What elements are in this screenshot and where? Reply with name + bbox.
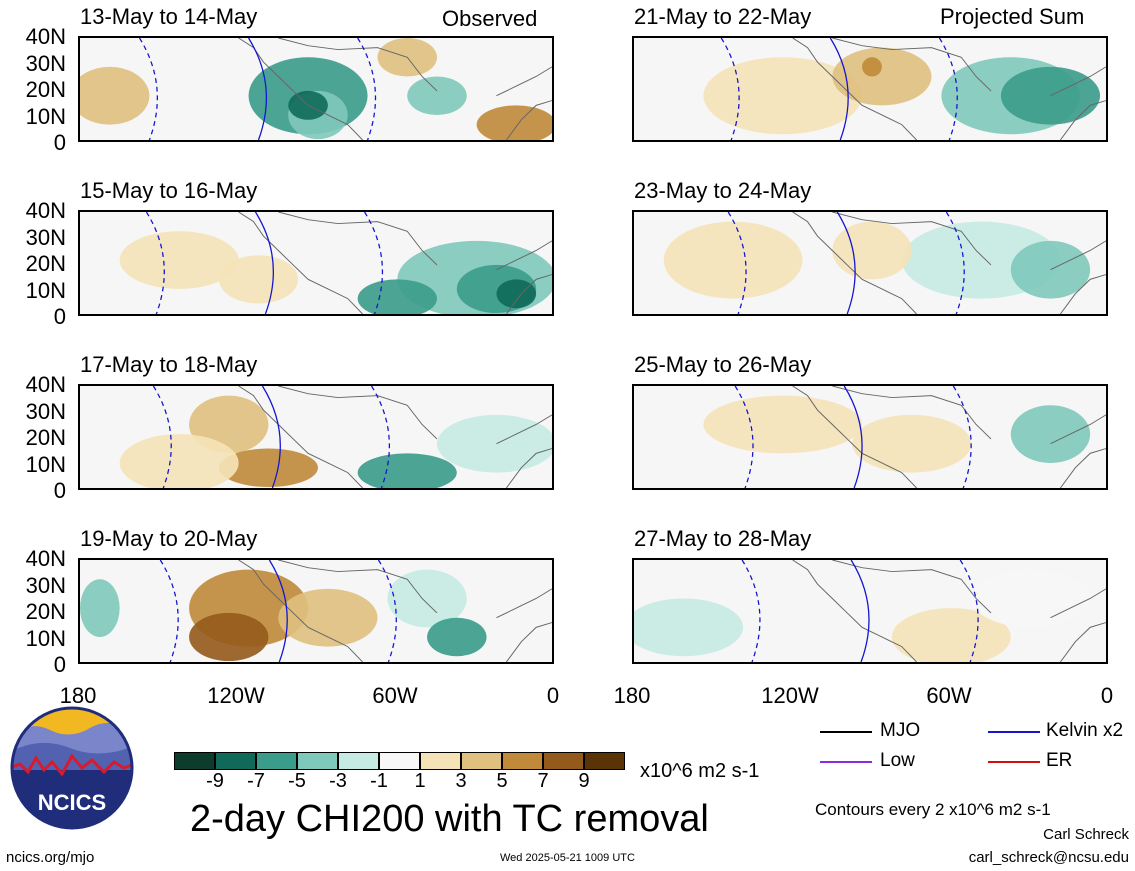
colorbar-units: x10^6 m2 s-1: [640, 760, 760, 782]
lat-label-row4: 10N: [25, 625, 66, 651]
lat-label-row1: 30N: [25, 50, 66, 76]
legend-kelvin-line: [988, 731, 1040, 733]
map-panel-7: [632, 384, 1108, 490]
colorbar-tick-label: 9: [578, 770, 590, 792]
colorbar-swatch: [215, 752, 256, 770]
colorbar-swatch: [420, 752, 461, 770]
panel-title-8: 27-May to 28-May: [634, 526, 812, 551]
lat-label-row2: 0: [53, 304, 66, 329]
panel-title-2: 15-May to 16-May: [80, 178, 258, 203]
lat-label-row2: 30N: [25, 224, 66, 250]
lat-label-row4: 20N: [25, 599, 66, 624]
lat-label-row2: 40N: [25, 198, 66, 223]
panel-title-5: 21-May to 22-May: [634, 4, 812, 29]
footer-email[interactable]: carl_schreck@ncsu.edu: [968, 849, 1129, 866]
map-panel-6: [632, 210, 1108, 316]
lat-label-row3: 20N: [25, 425, 66, 450]
lat-label-row4: 30N: [25, 572, 66, 598]
colorbar-tick-label: 5: [496, 770, 508, 792]
lat-label-row2: 20N: [25, 251, 66, 276]
lat-label-row2: 10N: [25, 277, 66, 303]
colorbar-swatch: [502, 752, 543, 770]
legend-mjo-label: MJO: [880, 720, 921, 741]
footer-url[interactable]: ncics.org/mjo: [6, 849, 95, 866]
main-title: 2-day CHI200 with TC removal: [190, 798, 709, 840]
legend-er-label: ER: [1046, 750, 1073, 771]
colorbar-swatch: [174, 752, 215, 770]
lat-label-row4: 40N: [25, 546, 66, 571]
colorbar-tick-label: -3: [329, 770, 347, 792]
colorbar-tick-label: -1: [370, 770, 388, 792]
lat-label-row1: 0: [53, 130, 66, 155]
lon-label-180-right: 180: [613, 683, 651, 708]
lat-label-row4: 0: [53, 652, 66, 677]
lon-label-60w-left: 60W: [372, 683, 418, 708]
panel-title-6: 23-May to 24-May: [634, 178, 812, 203]
panel-title-7: 25-May to 26-May: [634, 352, 812, 377]
colorbar-tick-label: -7: [247, 770, 265, 792]
lat-label-row3: 40N: [25, 372, 66, 397]
colorbar-swatch: [338, 752, 379, 770]
colorbar-swatch: [543, 752, 584, 770]
lat-label-row3: 10N: [25, 451, 66, 477]
colorbar-tick-label: 7: [537, 770, 549, 792]
contour-note: Contours every 2 x10^6 m2 s-1: [815, 800, 1051, 819]
lat-label-row1: 40N: [25, 24, 66, 49]
legend-mjo-line: [820, 731, 872, 733]
colorbar-swatch: [584, 752, 625, 770]
lon-label-0-left: 0: [546, 683, 560, 708]
footer-author: Carl Schreck: [1043, 826, 1129, 843]
map-panel-8: [632, 558, 1108, 664]
colorbar-swatch: [297, 752, 338, 770]
colorbar-tick-label: 3: [455, 770, 467, 792]
logo-text: NCICS: [38, 790, 106, 815]
colorbar-swatch: [256, 752, 297, 770]
panel-title-4: 19-May to 20-May: [80, 526, 258, 551]
panel-title-3: 17-May to 18-May: [80, 352, 258, 377]
lon-label-120w-right: 120W: [761, 683, 819, 708]
colorbar-tick-label: 1: [414, 770, 426, 792]
lon-label-180-left: 180: [59, 683, 97, 708]
colorbar-swatch: [461, 752, 502, 770]
map-panel-2: [78, 210, 554, 316]
footer-timestamp: Wed 2025-05-21 1009 UTC: [500, 852, 635, 864]
legend-er-line: [988, 761, 1040, 763]
map-panel-5: [632, 36, 1108, 142]
colorbar-tick-label: -5: [288, 770, 306, 792]
ncics-logo: NCICS: [10, 706, 134, 830]
lat-label-row1: 20N: [25, 77, 66, 102]
lat-label-row3: 0: [53, 478, 66, 503]
lat-label-row3: 30N: [25, 398, 66, 424]
legend-low-line: [820, 761, 872, 763]
lon-label-0-right: 0: [1100, 683, 1114, 708]
lon-label-120w-left: 120W: [207, 683, 265, 708]
legend-kelvin-label: Kelvin x2: [1046, 720, 1124, 741]
observed-label: Observed: [442, 6, 538, 31]
map-panel-1: [78, 36, 554, 142]
map-panel-4: [78, 558, 554, 664]
lat-label-row1: 10N: [25, 103, 66, 129]
projected-sum-label: Projected Sum: [940, 4, 1085, 29]
panel-title-1: 13-May to 14-May: [80, 4, 258, 29]
colorbar-tick-label: -9: [206, 770, 224, 792]
lon-label-60w-right: 60W: [926, 683, 972, 708]
legend-low-label: Low: [880, 750, 915, 771]
map-panel-3: [78, 384, 554, 490]
colorbar-swatch: [379, 752, 420, 770]
